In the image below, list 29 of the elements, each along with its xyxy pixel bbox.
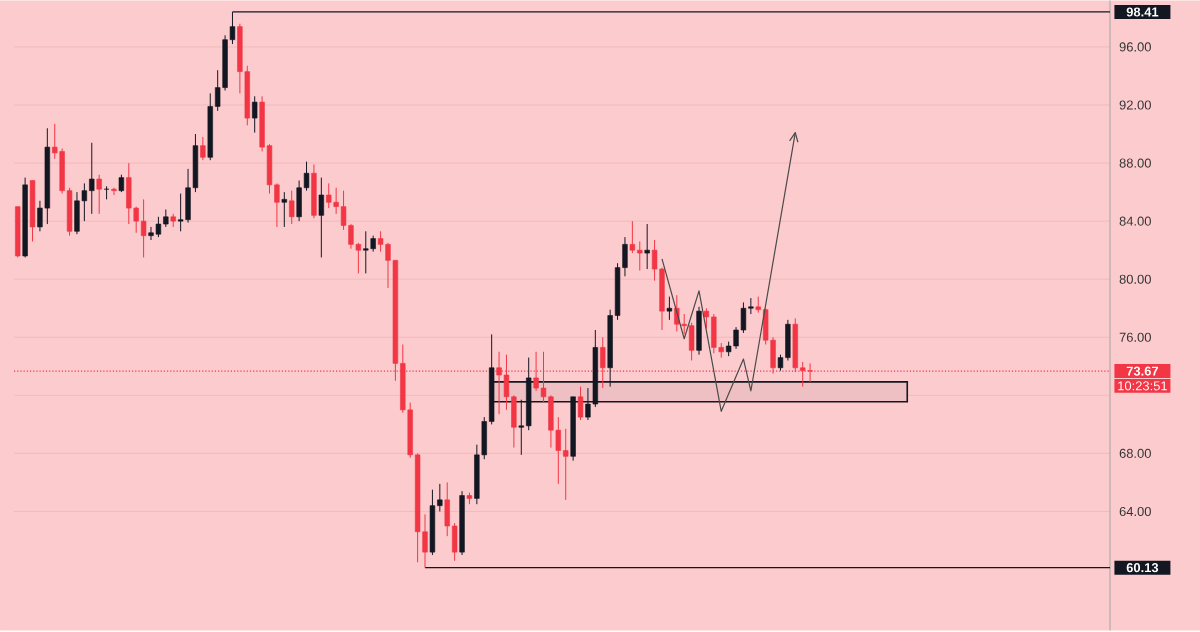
candlestick (318, 177, 325, 259)
candlestick (311, 164, 317, 220)
candlestick (74, 192, 80, 236)
candlestick (140, 199, 147, 259)
candlestick (252, 96, 258, 134)
candlestick (281, 192, 287, 228)
candlestick (29, 180, 36, 243)
candlestick (126, 163, 132, 226)
candlestick (563, 428, 569, 501)
candlestick (548, 395, 554, 449)
candlestick (296, 180, 302, 223)
candlestick (577, 386, 584, 422)
candlestick (785, 319, 791, 362)
candlestick (666, 296, 673, 321)
candlestick (155, 216, 162, 239)
candlestick (696, 306, 702, 356)
candlestick (629, 221, 636, 255)
candlestick (326, 183, 332, 210)
candlestick (96, 174, 102, 215)
candlestick (89, 142, 95, 215)
candlestick (429, 489, 436, 557)
candlestick (200, 136, 206, 162)
candlestick (148, 226, 154, 242)
candlestick (688, 322, 695, 362)
candlestick (289, 190, 295, 226)
candlestick (644, 224, 650, 271)
candlestick (363, 231, 369, 275)
candlestick (711, 314, 717, 355)
candlestick (637, 241, 643, 272)
